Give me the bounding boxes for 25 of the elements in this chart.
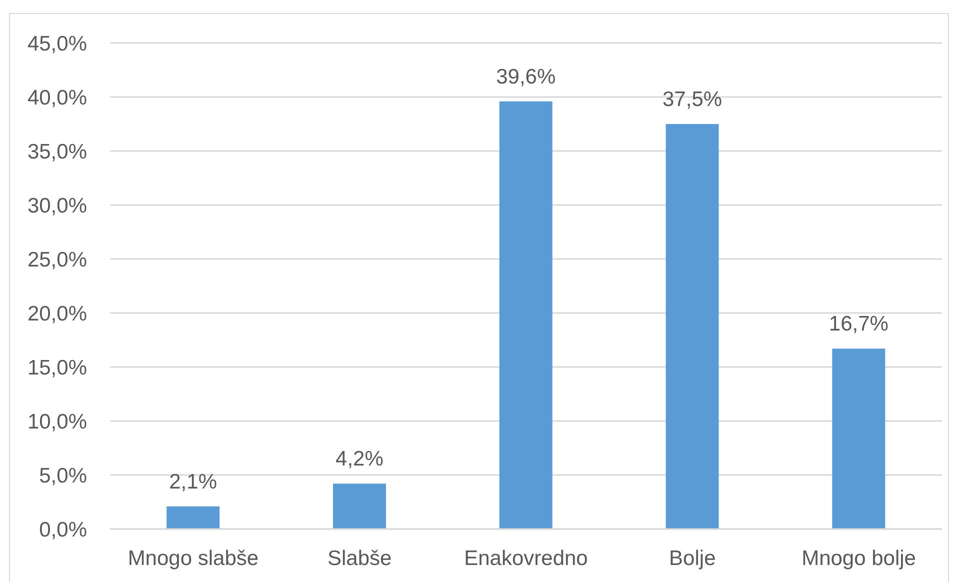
bar — [332, 484, 386, 529]
bar — [832, 348, 886, 529]
y-tick-label: 40,0% — [27, 86, 87, 110]
bar — [166, 506, 220, 529]
y-tick-label: 10,0% — [27, 410, 87, 434]
bar — [666, 124, 719, 529]
x-tick-label: Slabše — [327, 546, 392, 570]
y-tick-label: 35,0% — [27, 140, 87, 164]
y-tick-label: 15,0% — [27, 356, 87, 380]
y-tick-label: 25,0% — [27, 248, 87, 272]
y-tick-label: 30,0% — [27, 194, 87, 218]
data-label: 16,7% — [828, 312, 888, 336]
y-tick-label: 45,0% — [27, 32, 87, 56]
x-tick-label: Mnogo bolje — [802, 546, 916, 570]
data-label: 4,2% — [336, 448, 384, 471]
data-label: 39,6% — [496, 65, 556, 88]
bar — [499, 101, 552, 529]
y-tick-label: 5,0% — [39, 464, 87, 488]
y-tick-label: 20,0% — [27, 302, 87, 326]
x-tick-label: Mnogo slabše — [128, 546, 259, 570]
x-tick-label: Bolje — [669, 546, 716, 570]
y-tick-label: 0,0% — [39, 518, 87, 542]
data-label: 2,1% — [169, 470, 218, 494]
x-tick-label: Enakovredno — [464, 546, 588, 570]
data-label: 37,5% — [662, 88, 722, 111]
